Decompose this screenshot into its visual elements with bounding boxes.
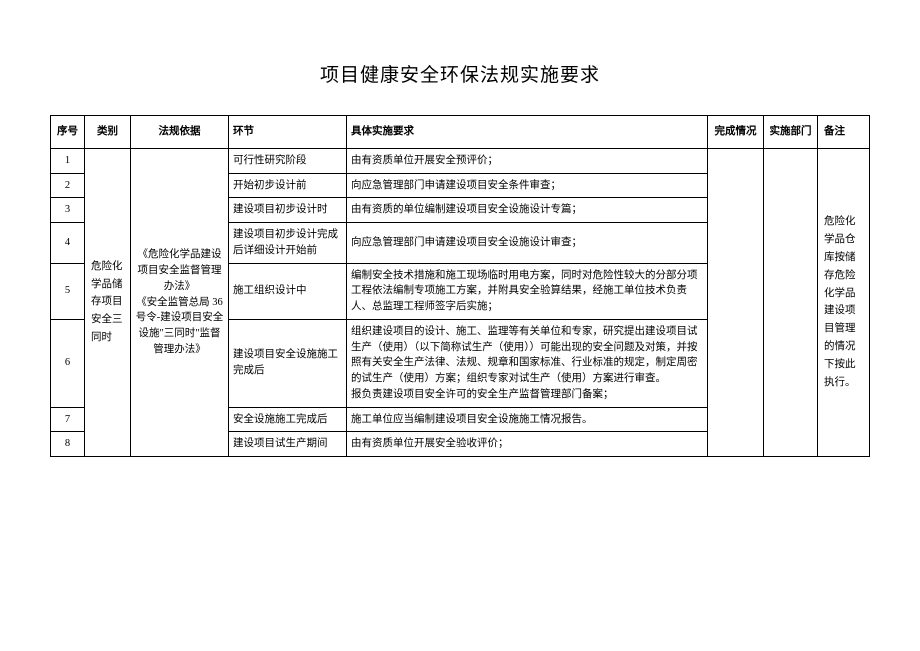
cell-dept (764, 148, 818, 456)
cell-stage: 开始初步设计前 (229, 173, 347, 198)
cell-seq: 1 (51, 148, 85, 173)
header-note: 备注 (818, 116, 870, 149)
cell-note: 危险化学品仓库按储存危险化学品建设项目管理的情况下按此执行。 (818, 148, 870, 456)
cell-status (708, 148, 764, 456)
cell-seq: 6 (51, 319, 85, 407)
page-title: 项目健康安全环保法规实施要求 (50, 60, 870, 87)
header-basis: 法规依据 (131, 116, 229, 149)
cell-stage: 安全设施施工完成后 (229, 407, 347, 432)
cell-requirement: 编制安全技术措施和施工现场临时用电方案，同时对危险性较大的分部分项工程依法编制专… (347, 263, 708, 319)
cell-seq: 5 (51, 263, 85, 319)
cell-requirement: 由有资质的单位编制建设项目安全设施设计专篇； (347, 198, 708, 223)
table-header-row: 序号 类别 法规依据 环节 具体实施要求 完成情况 实施部门 备注 (51, 116, 870, 149)
cell-requirement: 向应急管理部门申请建设项目安全条件审查； (347, 173, 708, 198)
cell-seq: 8 (51, 432, 85, 457)
header-stage: 环节 (229, 116, 347, 149)
cell-stage: 施工组织设计中 (229, 263, 347, 319)
cell-requirement: 由有资质单位开展安全预评价； (347, 148, 708, 173)
cell-requirement: 向应急管理部门申请建设项目安全设施设计审查； (347, 223, 708, 264)
cell-seq: 2 (51, 173, 85, 198)
cell-stage: 建设项目安全设施施工完成后 (229, 319, 347, 407)
cell-seq: 7 (51, 407, 85, 432)
regulation-table: 序号 类别 法规依据 环节 具体实施要求 完成情况 实施部门 备注 1 危险化学… (50, 115, 870, 457)
header-seq: 序号 (51, 116, 85, 149)
cell-stage: 建设项目初步设计完成后详细设计开始前 (229, 223, 347, 264)
cell-seq: 3 (51, 198, 85, 223)
cell-requirement: 组织建设项目的设计、施工、监理等有关单位和专家，研究提出建设项目试生产（使用）（… (347, 319, 708, 407)
cell-seq: 4 (51, 223, 85, 264)
cell-stage: 建设项目试生产期间 (229, 432, 347, 457)
cell-basis: 《危险化学品建设项目安全监督管理办法》 《安全监管总局 36 号令-建设项目安全… (131, 148, 229, 456)
header-category: 类别 (85, 116, 131, 149)
header-dept: 实施部门 (764, 116, 818, 149)
header-status: 完成情况 (708, 116, 764, 149)
cell-requirement: 施工单位应当编制建设项目安全设施施工情况报告。 (347, 407, 708, 432)
cell-stage: 建设项目初步设计时 (229, 198, 347, 223)
cell-stage: 可行性研究阶段 (229, 148, 347, 173)
cell-requirement: 由有资质单位开展安全验收评价； (347, 432, 708, 457)
cell-category: 危险化学品储存项目安全三同时 (85, 148, 131, 456)
header-requirement: 具体实施要求 (347, 116, 708, 149)
table-row: 1 危险化学品储存项目安全三同时 《危险化学品建设项目安全监督管理办法》 《安全… (51, 148, 870, 173)
